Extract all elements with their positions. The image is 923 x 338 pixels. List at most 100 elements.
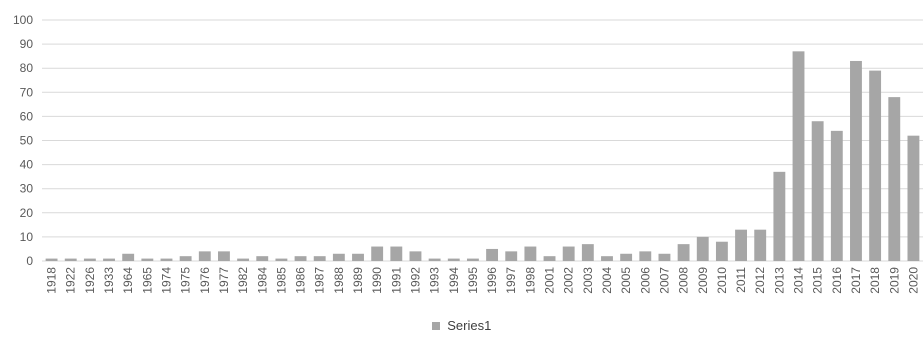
bars bbox=[45, 51, 920, 262]
bar-2006 bbox=[639, 251, 652, 261]
bar-2004 bbox=[601, 256, 613, 261]
bar-2018 bbox=[869, 70, 882, 261]
y-tick-label: 90 bbox=[20, 37, 34, 51]
y-tick-label: 0 bbox=[26, 254, 33, 268]
y-tick-label: 100 bbox=[13, 13, 33, 27]
bar-1993 bbox=[428, 258, 441, 261]
bar-2008 bbox=[677, 244, 690, 261]
x-tick-label-1991: 1991 bbox=[389, 267, 403, 294]
x-tick-label-2014: 2014 bbox=[792, 267, 806, 294]
bar-1964 bbox=[122, 253, 135, 261]
bar-1998 bbox=[524, 246, 537, 261]
bar-1996 bbox=[486, 248, 499, 261]
x-tick-label-1996: 1996 bbox=[485, 267, 499, 294]
x-tick-label-2004: 2004 bbox=[600, 267, 614, 294]
y-tick-label: 50 bbox=[20, 134, 34, 148]
bar-1992 bbox=[409, 251, 422, 261]
bar-1991 bbox=[390, 246, 403, 261]
x-tick-label-2019: 2019 bbox=[887, 267, 901, 294]
x-tick-label-1994: 1994 bbox=[447, 267, 461, 294]
x-tick-label-2001: 2001 bbox=[543, 267, 557, 294]
y-tick-label: 10 bbox=[20, 230, 34, 244]
x-tick-label-1987: 1987 bbox=[313, 267, 327, 294]
x-tick-label-2015: 2015 bbox=[811, 267, 825, 294]
bar-2017 bbox=[850, 60, 862, 261]
legend-label-series1: Series1 bbox=[447, 318, 492, 333]
x-tick-label-2011: 2011 bbox=[734, 267, 748, 293]
bar-2009 bbox=[696, 236, 709, 261]
y-axis: 0 10 20 30 40 50 60 70 80 90 100 bbox=[13, 13, 33, 268]
bar-1918 bbox=[45, 258, 58, 261]
x-tick-label-1990: 1990 bbox=[370, 267, 384, 294]
bar-2003 bbox=[581, 244, 594, 261]
bar-1926 bbox=[83, 258, 96, 261]
bar-2005 bbox=[620, 253, 633, 261]
y-tick-label: 80 bbox=[20, 61, 34, 75]
bar-1985 bbox=[275, 258, 288, 261]
legend: Series1 bbox=[0, 318, 923, 333]
x-tick-label-2010: 2010 bbox=[715, 267, 729, 294]
x-tick-label-1988: 1988 bbox=[332, 267, 346, 294]
bar-1987 bbox=[313, 256, 326, 261]
x-tick-label-1993: 1993 bbox=[428, 267, 442, 294]
bar-2020 bbox=[907, 135, 920, 261]
x-tick-label-1974: 1974 bbox=[159, 267, 173, 294]
bar-2019 bbox=[888, 97, 901, 262]
bar-1994 bbox=[447, 258, 460, 261]
x-tick-label-1995: 1995 bbox=[466, 267, 480, 294]
bar-2015 bbox=[811, 121, 824, 261]
bar-2014 bbox=[792, 51, 805, 261]
bar-2013 bbox=[773, 171, 786, 261]
gridlines bbox=[42, 19, 923, 262]
bar-1982 bbox=[237, 258, 250, 261]
bar-2011 bbox=[735, 229, 747, 261]
x-tick-label-1997: 1997 bbox=[504, 267, 518, 294]
x-tick-label-1989: 1989 bbox=[351, 267, 365, 294]
x-tick-label-1965: 1965 bbox=[140, 267, 154, 294]
x-tick-label-2006: 2006 bbox=[638, 267, 652, 294]
bar-1974 bbox=[160, 258, 173, 261]
x-tick-label-2007: 2007 bbox=[657, 267, 671, 294]
bar-2001 bbox=[543, 256, 556, 261]
x-tick-label-2016: 2016 bbox=[830, 267, 844, 294]
bar-1986 bbox=[294, 256, 307, 261]
x-tick-label-2009: 2009 bbox=[696, 267, 710, 294]
x-tick-label-1964: 1964 bbox=[121, 267, 135, 294]
x-tick-label-2003: 2003 bbox=[581, 267, 595, 294]
bar-1965 bbox=[141, 258, 154, 261]
bar-1990 bbox=[371, 246, 384, 261]
bar-2002 bbox=[562, 246, 575, 261]
x-tick-label-2018: 2018 bbox=[868, 267, 882, 294]
x-tick-label-2005: 2005 bbox=[619, 267, 633, 294]
bar-1995 bbox=[466, 258, 479, 261]
x-axis: 1918 1922 1926 1933 1964 1965 1974 1975 1976 1977… bbox=[45, 267, 921, 294]
x-tick-label-1992: 1992 bbox=[408, 267, 422, 294]
bar-1989 bbox=[352, 253, 364, 261]
x-tick-label-1977: 1977 bbox=[217, 267, 231, 294]
y-tick-label: 20 bbox=[20, 206, 34, 220]
bar-2012 bbox=[754, 229, 767, 261]
x-tick-label-1986: 1986 bbox=[294, 267, 308, 294]
x-tick-label-1998: 1998 bbox=[523, 267, 537, 294]
bar-1984 bbox=[256, 256, 269, 261]
bar-2007 bbox=[658, 253, 671, 261]
x-tick-label-1976: 1976 bbox=[198, 267, 212, 294]
y-tick-label: 30 bbox=[20, 182, 34, 196]
x-tick-label-1918: 1918 bbox=[45, 267, 59, 294]
bar-2016 bbox=[830, 130, 843, 261]
x-tick-label-1985: 1985 bbox=[274, 267, 288, 294]
x-tick-label-2013: 2013 bbox=[772, 267, 786, 294]
legend-swatch-series1 bbox=[431, 321, 440, 330]
x-tick-label-2020: 2020 bbox=[906, 267, 920, 294]
x-tick-label-1922: 1922 bbox=[64, 267, 78, 294]
bar-1975 bbox=[179, 256, 192, 261]
bar-1988 bbox=[332, 253, 345, 261]
x-tick-label-2017: 2017 bbox=[849, 267, 863, 294]
x-tick-label-1933: 1933 bbox=[102, 267, 116, 294]
bar-1977 bbox=[218, 251, 230, 261]
bar-1933 bbox=[103, 258, 115, 261]
y-tick-label: 70 bbox=[20, 85, 34, 99]
y-tick-label: 40 bbox=[20, 158, 34, 172]
x-tick-label-1975: 1975 bbox=[179, 267, 193, 294]
x-tick-label-1984: 1984 bbox=[255, 267, 269, 294]
